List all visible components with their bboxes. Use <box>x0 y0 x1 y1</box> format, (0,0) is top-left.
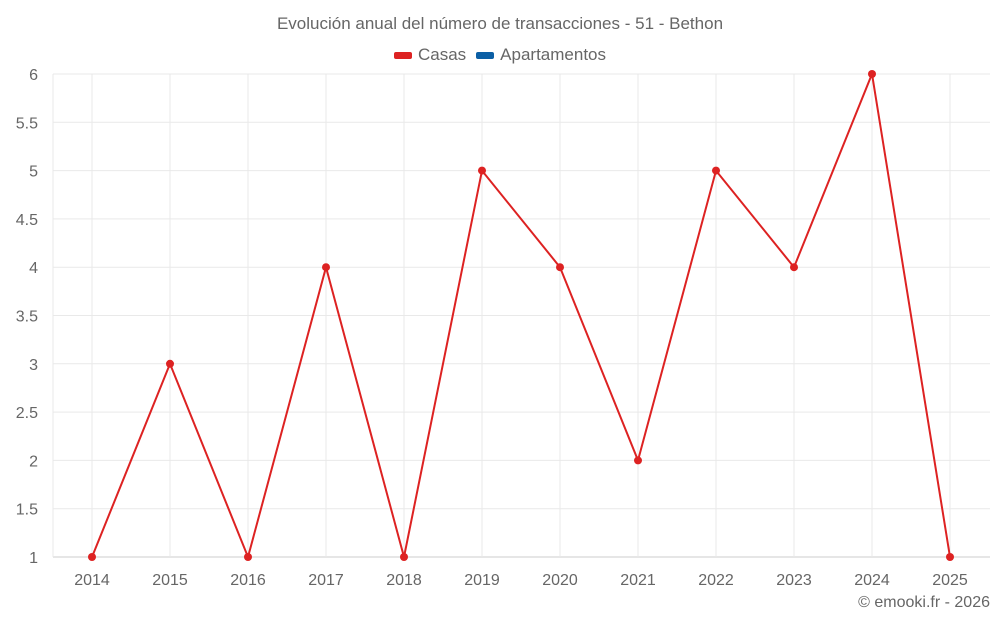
x-tick-label: 2017 <box>308 572 344 589</box>
data-point <box>166 359 174 368</box>
data-point <box>478 166 486 175</box>
x-tick-label: 2022 <box>698 572 734 589</box>
data-point <box>88 553 96 561</box>
x-tick-label: 2015 <box>152 572 188 589</box>
x-tick-label: 2019 <box>464 572 500 589</box>
x-tick-label: 2023 <box>776 572 812 589</box>
legend-swatch-apartamentos <box>476 51 495 59</box>
legend-item-casas[interactable]: Casas <box>393 45 467 65</box>
x-tick-label: 2020 <box>542 572 578 589</box>
data-point <box>790 263 798 272</box>
data-point <box>634 456 642 465</box>
y-tick-label: 2.5 <box>16 405 38 422</box>
data-point <box>712 166 720 175</box>
chart-title: Evolución anual del número de transaccio… <box>276 14 724 33</box>
y-tick-label: 3 <box>29 357 38 374</box>
data-point <box>322 263 330 272</box>
y-tick-label: 4 <box>29 260 38 277</box>
x-tick-label: 2025 <box>932 572 968 589</box>
legend: Casas Apartamentos <box>0 45 1000 65</box>
x-tick-label: 2014 <box>74 572 110 589</box>
data-point <box>400 553 408 561</box>
data-point <box>556 263 564 272</box>
y-tick-label: 3.5 <box>16 309 38 326</box>
x-tick-label: 2024 <box>854 572 890 589</box>
legend-item-apartamentos[interactable]: Apartamentos <box>476 45 606 65</box>
x-tick-label: 2021 <box>620 572 656 589</box>
legend-swatch-casas <box>393 51 412 59</box>
y-tick-label: 5.5 <box>16 115 38 132</box>
x-tick-label: 2018 <box>386 572 422 589</box>
y-tick-label: 4.5 <box>16 212 38 229</box>
x-tick-label: 2016 <box>230 572 266 589</box>
legend-label-apartamentos: Apartamentos <box>500 45 607 64</box>
series-line-casas <box>91 70 951 561</box>
y-tick-label: 1 <box>29 550 38 567</box>
y-tick-label: 6 <box>29 67 38 84</box>
y-tick-label: 2 <box>29 453 38 470</box>
legend-label-casas: Casas <box>417 45 467 64</box>
data-point <box>244 553 252 561</box>
credit-text: © emooki.fr - 2026 <box>858 594 990 611</box>
data-point <box>946 553 954 561</box>
y-tick-label: 1.5 <box>16 502 38 519</box>
y-tick-label: 5 <box>29 164 38 181</box>
data-point <box>868 70 876 78</box>
